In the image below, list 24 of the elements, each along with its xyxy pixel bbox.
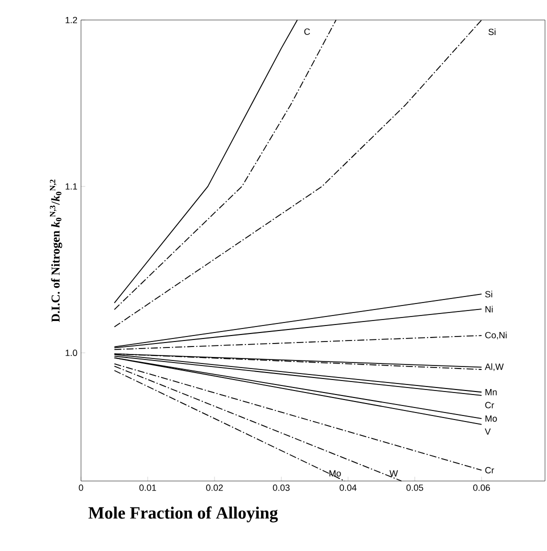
x-tick-label: 0.05 — [406, 484, 424, 491]
x-axis-title: Mole Fraction of Alloying — [88, 506, 278, 522]
series-label: Mo — [486, 415, 497, 422]
series-label: Cr — [485, 467, 494, 474]
series-label: C — [304, 28, 310, 35]
series-label: Si — [488, 28, 496, 36]
series-label: Mn — [486, 389, 497, 396]
series-label: Al,W — [484, 363, 504, 371]
x-tick-label: 0.04 — [340, 484, 357, 491]
series-label: Co,Ni — [485, 332, 507, 340]
x-tick-label: 0.02 — [206, 484, 223, 491]
x-tick-label: 0.01 — [139, 484, 156, 491]
x-tick-label: 0 — [78, 484, 84, 491]
series-label: V — [484, 428, 491, 435]
series-label: Si — [485, 290, 492, 298]
y-tick-label: 1.1 — [66, 183, 78, 190]
y-tick-label: 1.0 — [66, 350, 78, 356]
x-tick-label: 0.06 — [473, 484, 490, 491]
series-label: Cr — [485, 402, 494, 408]
series-label: Ni — [486, 306, 493, 312]
x-tick-label: 0.03 — [272, 484, 290, 491]
series-label: Mo — [329, 470, 341, 476]
series-label: W — [390, 470, 398, 476]
y-tick-label: 1.2 — [66, 16, 78, 24]
